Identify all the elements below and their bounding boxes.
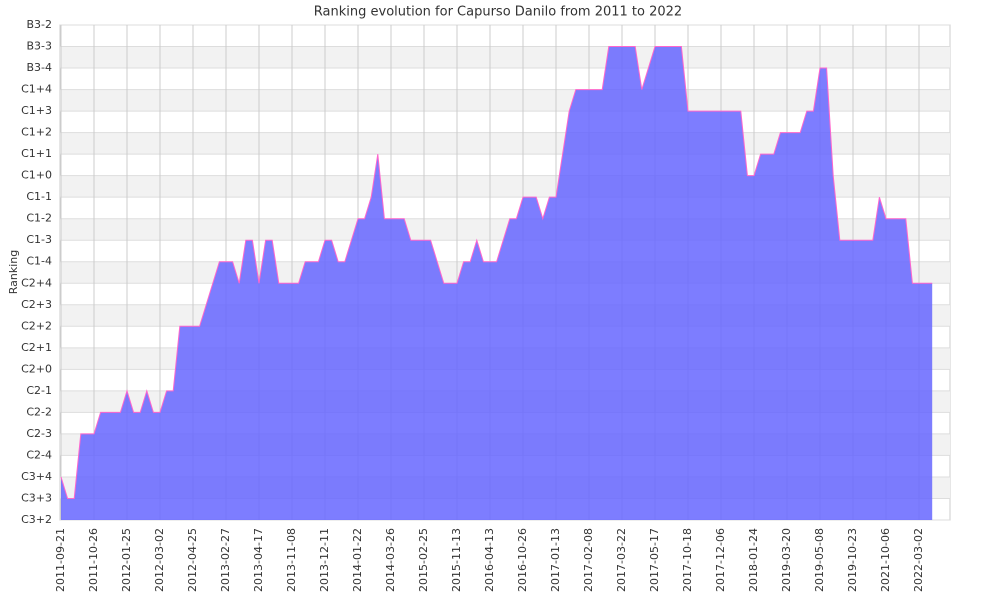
area xyxy=(61,46,933,521)
x-tick-label: 2017-05-17 xyxy=(648,528,661,592)
y-tick-label: C2-4 xyxy=(26,448,52,461)
y-tick-label: C1+0 xyxy=(21,169,52,182)
x-tick-label: 2019-10-23 xyxy=(846,528,859,592)
y-tick-label: B3-3 xyxy=(26,40,52,53)
x-tick-label: 2017-03-22 xyxy=(615,528,628,592)
y-tick-label: C1+3 xyxy=(21,104,52,117)
y-tick-label: C2-3 xyxy=(26,427,52,440)
grid-band xyxy=(60,46,950,69)
grid-band xyxy=(60,89,950,112)
x-tick-label: 2018-01-24 xyxy=(747,528,760,592)
x-tick-label: 2022-03-02 xyxy=(912,528,925,592)
x-tick-label: 2013-12-11 xyxy=(318,528,331,592)
y-tick-label: C2+2 xyxy=(21,319,52,332)
line xyxy=(60,46,933,499)
y-tick-label: C2+4 xyxy=(21,276,52,289)
x-tick-label: 2012-04-25 xyxy=(186,528,199,592)
y-tick-label: C3+4 xyxy=(21,470,52,483)
y-tick-label: C1-1 xyxy=(26,190,52,203)
y-tick-label: C1-2 xyxy=(26,212,52,225)
x-tick-label: 2013-11-08 xyxy=(285,528,298,592)
x-tick-label: 2021-10-06 xyxy=(879,528,892,592)
y-tick-label: C1+4 xyxy=(21,83,52,96)
x-tick-label: 2019-03-20 xyxy=(780,528,793,592)
x-tick-label: 2013-04-17 xyxy=(252,528,265,592)
x-tick-label: 2012-03-02 xyxy=(153,528,166,592)
x-tick-label: 2011-10-26 xyxy=(87,528,100,592)
y-tick-label: C2+1 xyxy=(21,341,52,354)
y-tick-label: C2+3 xyxy=(21,298,52,311)
y-tick-label: C3+3 xyxy=(21,491,52,504)
x-tick-label: 2017-12-06 xyxy=(714,528,727,592)
x-tick-label: 2019-05-08 xyxy=(813,528,826,592)
y-tick-label: C1-4 xyxy=(26,255,52,268)
x-tick-label: 2017-10-18 xyxy=(681,528,694,592)
y-tick-label: C2-1 xyxy=(26,384,52,397)
y-tick-label: C2+0 xyxy=(21,362,52,375)
x-tick-label: 2015-02-25 xyxy=(417,528,430,592)
y-tick-label: C1-3 xyxy=(26,233,52,246)
x-tick-label: 2012-01-25 xyxy=(120,528,133,592)
y-tick-label: C3+2 xyxy=(21,513,52,526)
chart-title: Ranking evolution for Capurso Danilo fro… xyxy=(314,5,682,20)
x-tick-label: 2014-01-22 xyxy=(351,528,364,592)
y-tick-label: B3-2 xyxy=(26,18,52,31)
x-tick-label: 2016-10-26 xyxy=(516,528,529,592)
y-tick-label: C1+2 xyxy=(21,126,52,139)
y-axis-label: Ranking xyxy=(7,250,20,295)
y-tick-label: B3-4 xyxy=(26,61,52,74)
x-tick-label: 2015-11-13 xyxy=(450,528,463,592)
x-tick-label: 2013-02-27 xyxy=(219,528,232,592)
x-tick-label: 2017-01-13 xyxy=(549,528,562,592)
x-tick-label: 2014-03-26 xyxy=(384,528,397,592)
x-tick-label: 2017-02-08 xyxy=(582,528,595,592)
y-tick-label: C1+1 xyxy=(21,147,52,160)
y-tick-label: C2-2 xyxy=(26,405,52,418)
x-tick-label: 2016-04-13 xyxy=(483,528,496,592)
x-tick-label: 2011-09-21 xyxy=(54,528,67,592)
